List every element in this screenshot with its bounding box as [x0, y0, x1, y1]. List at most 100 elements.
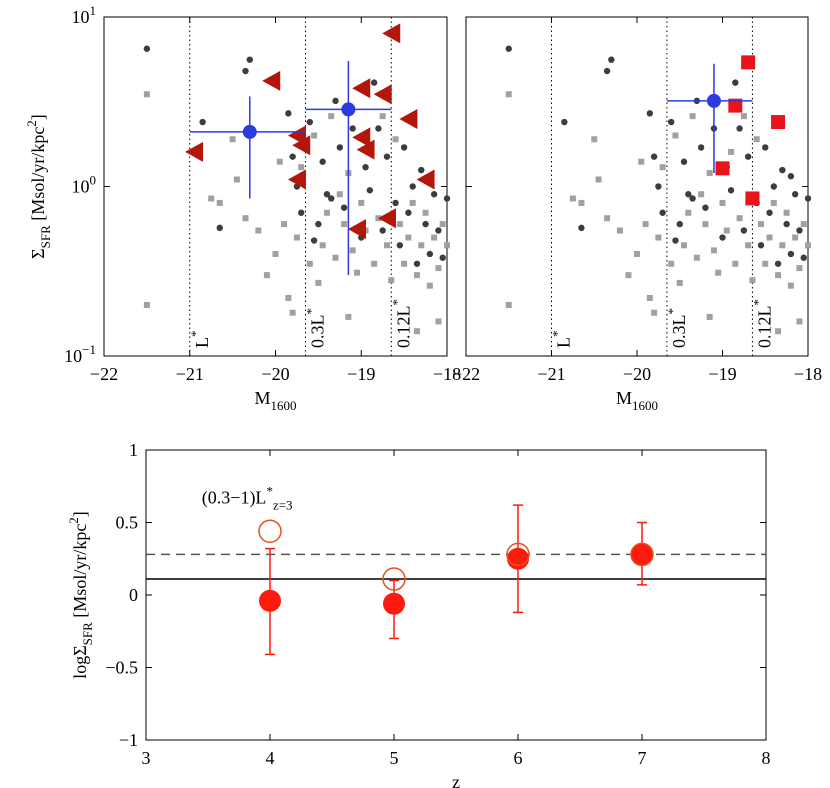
point	[800, 221, 807, 228]
point	[693, 254, 700, 261]
y-axis-label-part: SFR	[38, 225, 53, 248]
point	[315, 279, 322, 286]
point	[341, 221, 348, 228]
x-tick-label: −21	[176, 364, 204, 384]
point	[443, 195, 451, 202]
point	[435, 318, 442, 325]
point	[741, 55, 756, 70]
point	[783, 209, 790, 216]
point	[595, 176, 602, 183]
point	[371, 260, 378, 267]
point	[362, 163, 369, 171]
reference-label: 0.3L*	[665, 308, 689, 348]
point	[603, 67, 611, 75]
y-tick-label: −1	[119, 730, 138, 750]
point	[505, 45, 512, 52]
x-tick-label: −20	[623, 364, 651, 384]
point	[706, 313, 713, 320]
point	[676, 279, 683, 286]
point	[800, 254, 807, 261]
point	[426, 250, 434, 258]
point	[762, 260, 769, 267]
point	[779, 242, 786, 249]
point	[382, 23, 401, 44]
point	[706, 170, 713, 177]
point	[328, 195, 335, 202]
reference-label-part: *	[304, 308, 319, 315]
point	[356, 139, 375, 160]
point	[392, 136, 399, 143]
point	[262, 70, 281, 91]
point	[392, 199, 399, 207]
y-tick-label-exp: 1	[90, 3, 97, 18]
x-tick-label: 6	[514, 748, 523, 768]
point	[506, 542, 530, 567]
point	[774, 260, 782, 267]
point	[736, 215, 743, 222]
point	[770, 183, 777, 190]
x-tick-label: −18	[794, 364, 822, 384]
point	[352, 78, 371, 99]
x-axis-label-part: M	[616, 388, 632, 408]
x-axis-label: z	[452, 772, 460, 788]
point	[668, 118, 675, 126]
point	[409, 199, 416, 206]
reference-label-part: L	[554, 337, 574, 348]
point	[263, 272, 270, 279]
point	[287, 169, 306, 190]
point	[668, 260, 675, 267]
point	[791, 191, 799, 198]
y-tick-label-base: −1	[119, 730, 138, 750]
y-tick-label-exp: −1	[82, 342, 96, 357]
point	[366, 187, 374, 194]
y-axis-label-part: SFR	[80, 622, 95, 645]
x-tick-label: −19	[708, 364, 736, 384]
point	[728, 148, 735, 155]
point	[332, 254, 339, 261]
point	[422, 209, 429, 216]
reference-label-part: L	[192, 337, 212, 348]
point	[787, 282, 794, 289]
point	[578, 199, 585, 206]
point	[281, 221, 288, 228]
point	[715, 161, 730, 176]
y-axis-label-part: ]	[28, 114, 48, 120]
point	[702, 221, 709, 228]
point	[698, 191, 705, 198]
point	[719, 234, 726, 241]
x-axis-label-part: M	[254, 388, 270, 408]
point	[405, 234, 412, 241]
point	[418, 242, 425, 249]
point	[143, 301, 150, 308]
point	[388, 277, 395, 284]
point	[242, 124, 257, 139]
point	[258, 519, 282, 543]
reference-label-part: *	[188, 331, 203, 338]
point	[783, 220, 790, 228]
point	[229, 136, 236, 143]
point	[796, 265, 803, 272]
y-axis-label-part: ]	[70, 511, 90, 517]
point	[719, 199, 726, 206]
point	[569, 195, 576, 202]
y-tick-label-base: 10	[72, 7, 90, 27]
x-axis-label-part: z	[452, 772, 460, 788]
point	[625, 272, 632, 279]
point	[439, 221, 446, 228]
point	[740, 113, 747, 120]
point	[319, 158, 326, 165]
point	[298, 164, 305, 171]
reference-label-part: 0.3L	[669, 315, 689, 349]
point	[396, 242, 404, 249]
y-tick-label-base: 10	[64, 346, 82, 366]
annotation: (0.3−1)L*z=3	[202, 484, 293, 513]
point	[779, 166, 786, 174]
point	[233, 176, 240, 183]
point	[352, 127, 371, 148]
point	[413, 272, 420, 279]
y-axis-label: ΣSFR [Msol/yr/kpc2]	[24, 114, 53, 259]
point	[736, 125, 743, 132]
y-tick-label: −0.5	[105, 658, 138, 678]
reference-label: 0.3L*	[304, 308, 328, 348]
y-axis-label: logΣSFR [Msol/yr/kpc2]	[66, 511, 95, 679]
